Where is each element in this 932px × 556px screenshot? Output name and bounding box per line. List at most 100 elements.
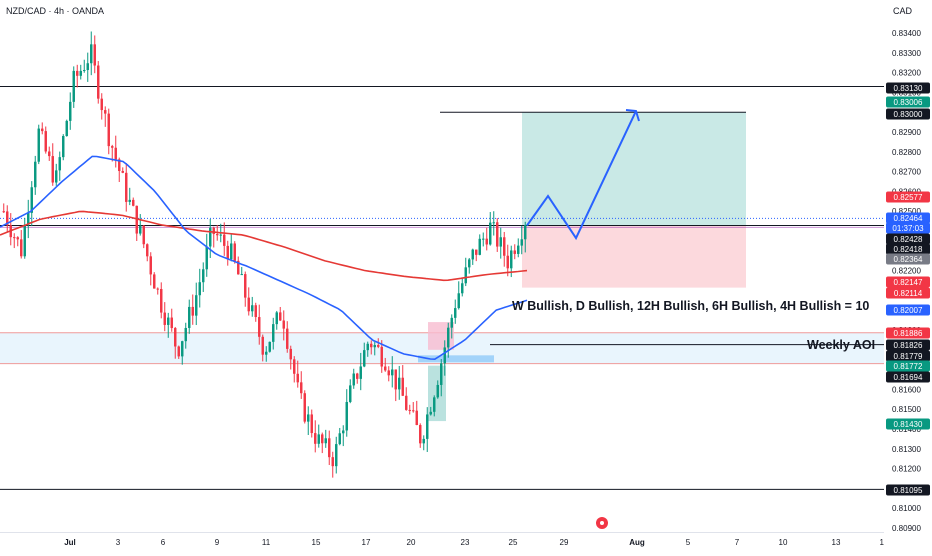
- x-tick-label: 5: [686, 538, 691, 547]
- candle-body: [265, 351, 268, 355]
- price-label: 0.81095: [894, 486, 923, 495]
- price-label: 0.81430: [894, 420, 923, 429]
- candle-body: [177, 346, 180, 357]
- candle-body: [492, 222, 495, 224]
- x-tick-label: 29: [560, 538, 569, 547]
- candle-body: [398, 377, 401, 390]
- weekly-aoi-label: Weekly AOI: [807, 338, 875, 352]
- price-label: 0.82428: [894, 235, 923, 244]
- candle-body: [429, 411, 432, 415]
- candle-body: [503, 237, 506, 256]
- candle-body: [258, 317, 261, 337]
- price-label: 0.81826: [894, 341, 923, 350]
- candle-body: [251, 305, 254, 312]
- candle-body: [188, 306, 191, 328]
- candle-body: [205, 246, 208, 270]
- price-label-box: [886, 108, 930, 120]
- candle-body: [373, 345, 376, 348]
- price-label: 01:37:03: [892, 224, 924, 233]
- price-label: 0.81694: [894, 373, 923, 382]
- price-label: 0.82577: [894, 193, 923, 202]
- candle-body: [314, 433, 317, 444]
- candle-body: [499, 237, 502, 247]
- candle-body: [384, 366, 387, 371]
- candle-body: [506, 255, 509, 269]
- candle-body: [244, 274, 247, 298]
- price-label-box: [886, 212, 930, 224]
- candle-body: [296, 373, 299, 383]
- y-tick-label: 0.83300: [892, 49, 921, 58]
- price-label: 0.83000: [894, 110, 923, 119]
- x-tick-label: 9: [215, 538, 220, 547]
- candle-body: [30, 187, 33, 213]
- candle-body: [513, 250, 516, 254]
- candle-body: [275, 312, 278, 325]
- candle-body: [58, 157, 61, 171]
- candle-body: [83, 70, 86, 72]
- candle-body: [436, 384, 439, 398]
- price-label-box: [886, 253, 930, 265]
- ema-fast-line: [0, 155, 528, 361]
- x-tick-label: Aug: [629, 538, 645, 547]
- price-axis[interactable]: 0.834000.833000.832000.831000.830000.829…: [884, 0, 932, 533]
- candle-body: [380, 346, 383, 367]
- candle-body: [286, 328, 289, 349]
- candle-body: [156, 288, 159, 290]
- price-label-box: [886, 276, 930, 288]
- price-label-box: [886, 96, 930, 108]
- candle-body: [160, 288, 163, 313]
- currency-label[interactable]: CAD: [893, 6, 913, 16]
- x-tick-label: Jul: [64, 538, 76, 547]
- candle-body: [310, 414, 313, 434]
- candle-body: [118, 159, 121, 172]
- candle-body: [335, 444, 338, 467]
- candle-body: [2, 211, 5, 213]
- symbol-header[interactable]: NZD/CAD · 4h · OANDA: [6, 6, 105, 16]
- y-tick-label: 0.81000: [892, 504, 921, 513]
- y-tick-label: 0.81300: [892, 445, 921, 454]
- projected-path: [526, 110, 637, 241]
- candle-body: [496, 222, 499, 247]
- candle-body: [324, 438, 327, 444]
- candle-body: [167, 317, 170, 325]
- supply-box: [428, 322, 454, 350]
- candle-body: [121, 171, 124, 173]
- price-label: 0.82364: [894, 255, 923, 264]
- candle-body: [363, 350, 366, 367]
- candle-body: [37, 128, 40, 162]
- bias-annotation: W Bullish, D Bullish, 12H Bullish, 6H Bu…: [512, 299, 869, 313]
- x-tick-label: 10: [779, 538, 788, 547]
- candle-body: [128, 199, 131, 202]
- candle-body: [170, 317, 173, 329]
- candle-body: [394, 369, 397, 390]
- candle-body: [72, 70, 75, 102]
- candle-body: [174, 328, 177, 347]
- price-label-box: [886, 191, 930, 203]
- price-label-box: [886, 350, 930, 362]
- price-label: 0.82464: [894, 214, 923, 223]
- x-tick-label: 25: [509, 538, 518, 547]
- x-tick-label: 15: [312, 538, 321, 547]
- candle-body: [321, 434, 324, 444]
- price-label-box: [886, 304, 930, 316]
- candle-body: [69, 101, 72, 121]
- y-tick-label: 0.82500: [892, 207, 921, 216]
- y-tick-label: 0.81500: [892, 405, 921, 414]
- candle-body: [356, 373, 359, 379]
- x-tick-label: 7: [735, 538, 740, 547]
- candle-body: [307, 414, 310, 422]
- candle-body: [254, 305, 257, 318]
- candle-body: [86, 63, 89, 71]
- candle-body: [100, 98, 103, 111]
- price-label: 0.82418: [894, 245, 923, 254]
- candle-body: [279, 312, 282, 321]
- time-axis[interactable]: Jul 3 6 9 11 15 17 20 23 25 29 Aug 5 7 10 13 16: [0, 532, 889, 551]
- candle-body: [468, 259, 471, 268]
- candle-body: [422, 438, 425, 444]
- price-label: 0.81772: [894, 362, 923, 371]
- price-label-box: [886, 327, 930, 339]
- candle-body: [510, 250, 513, 269]
- candle-body: [125, 172, 128, 202]
- candle-body: [377, 345, 380, 347]
